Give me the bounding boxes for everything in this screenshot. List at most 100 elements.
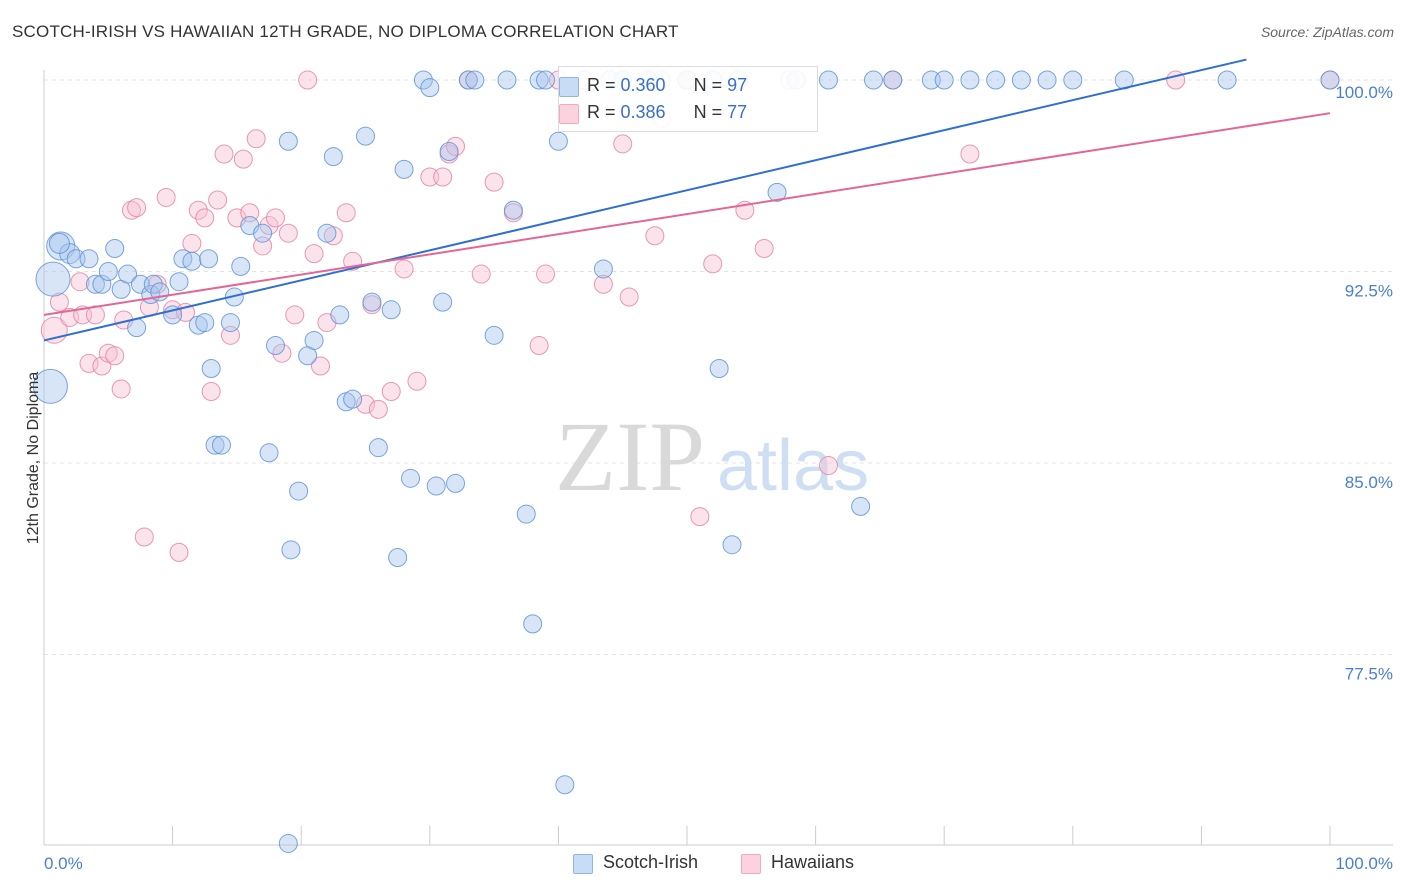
scotch-irish-point bbox=[413, 70, 433, 90]
scotch-irish-point bbox=[317, 223, 337, 243]
scotch-irish-point bbox=[98, 262, 118, 281]
scotch-irish-point bbox=[1011, 70, 1031, 90]
hawaiians-point bbox=[484, 172, 504, 192]
hawaiians-point bbox=[105, 346, 125, 366]
scotch-irish-point bbox=[394, 159, 414, 179]
hawaiians-point bbox=[233, 149, 253, 169]
scotch-irish-point bbox=[529, 70, 549, 90]
hawaiians-point bbox=[214, 144, 234, 164]
scotch-irish-point bbox=[497, 70, 517, 90]
scotch-irish-point bbox=[767, 182, 787, 202]
scotch-irish-point bbox=[368, 438, 388, 458]
scotch-irish-point bbox=[722, 535, 742, 555]
scotch-irish-point bbox=[105, 239, 125, 259]
hawaiians-point bbox=[49, 292, 69, 312]
scotch-irish-point bbox=[163, 305, 183, 325]
hawaiians-point bbox=[645, 226, 665, 246]
legend-r-label: R = bbox=[587, 75, 621, 95]
scotch-irish-point bbox=[201, 359, 221, 379]
y-tick-label: 77.5% bbox=[1345, 665, 1393, 684]
hawaiians-point bbox=[471, 264, 491, 284]
hawaiians-trend-line bbox=[43, 112, 1331, 316]
bottom-legend-label: Hawaiians bbox=[771, 852, 855, 872]
scotch-irish-point bbox=[265, 336, 285, 356]
scotch-irish-point bbox=[709, 359, 729, 379]
scotch-irish-point bbox=[278, 131, 298, 151]
legend-n-label: N = bbox=[693, 75, 728, 95]
scotch-irish-point bbox=[224, 287, 244, 307]
scotch-irish-point bbox=[593, 259, 613, 279]
scotch-irish-point bbox=[169, 272, 189, 292]
y-axis-label: 12th Grade, No Diploma bbox=[25, 372, 42, 545]
hawaiians-point bbox=[690, 507, 710, 527]
scotch-irish-point bbox=[401, 468, 421, 488]
scotch-irish-point bbox=[143, 274, 163, 294]
scotch-irish-point bbox=[195, 313, 215, 333]
scotch-irish-point bbox=[503, 200, 523, 220]
hawaiians-point bbox=[407, 371, 427, 391]
legend-r-value: 0.386 bbox=[620, 102, 666, 122]
hawaiians-point bbox=[536, 264, 556, 284]
watermark-zip: ZIP bbox=[555, 401, 705, 512]
y-tick-label: 92.5% bbox=[1345, 282, 1393, 301]
hawaiians-point bbox=[368, 399, 388, 419]
hawaiians-point bbox=[285, 305, 305, 325]
scotch-irish-point bbox=[883, 70, 903, 90]
hawaiians-point bbox=[310, 356, 330, 376]
hawaiians-point bbox=[127, 198, 147, 218]
hawaiians-point bbox=[246, 129, 266, 149]
scotch-irish-point bbox=[231, 256, 251, 276]
hawaiians-point bbox=[134, 527, 154, 547]
hawaiians-point bbox=[208, 190, 228, 210]
hawaiians-point bbox=[304, 244, 324, 264]
scotch-irish-point bbox=[536, 70, 556, 90]
hawaiians-point bbox=[259, 216, 279, 236]
scotch-irish-point bbox=[205, 435, 225, 455]
scotch-irish-point bbox=[458, 70, 478, 90]
scotch-irish-point bbox=[1037, 70, 1057, 90]
legend-row-hawaiians: R = 0.386 N = 77 bbox=[559, 102, 747, 124]
scotch-irish-point bbox=[362, 292, 382, 312]
scotch-irish-point bbox=[199, 249, 219, 269]
scotch-irish-point bbox=[323, 147, 343, 167]
hawaiians-point bbox=[529, 336, 549, 356]
x-tick-label-max: 100.0% bbox=[1335, 854, 1393, 873]
scotch-irish-point bbox=[46, 231, 76, 261]
legend-box: R = 0.360 N = 97 R = 0.386 N = 77 bbox=[558, 66, 818, 132]
legend-r-label: R = bbox=[587, 102, 621, 122]
legend-r-value: 0.360 bbox=[620, 75, 666, 95]
bottom-legend-label: Scotch-Irish bbox=[603, 852, 699, 872]
hawaiians-point bbox=[201, 382, 221, 402]
scotch-irish-point bbox=[818, 70, 838, 90]
hawaiians-point bbox=[265, 208, 285, 228]
scotch-irish-point bbox=[465, 70, 485, 90]
y-tick-label: 100.0% bbox=[1335, 83, 1393, 102]
hawaiians-point bbox=[298, 70, 318, 90]
hawaiians-point bbox=[381, 382, 401, 402]
scotch-irish-point bbox=[960, 70, 980, 90]
scotch-irish-point bbox=[381, 300, 401, 320]
hawaiians-point bbox=[433, 167, 453, 187]
scotch-irish-point bbox=[1217, 70, 1237, 90]
hawaiians-point bbox=[960, 144, 980, 164]
scotch-irish-point bbox=[934, 70, 954, 90]
hawaiians-point bbox=[613, 134, 633, 154]
x-tick-label-min: 0.0% bbox=[44, 854, 83, 873]
scotch-irish-point bbox=[35, 261, 71, 297]
scotch-irish-point bbox=[182, 251, 202, 271]
scotch-irish-point bbox=[330, 305, 350, 325]
hawaiians-point bbox=[356, 394, 375, 414]
watermark-atlas: atlas bbox=[717, 426, 869, 506]
legend-n-value: 97 bbox=[727, 75, 748, 95]
scotch-irish-point bbox=[548, 131, 568, 151]
bottom-legend-scotch-irish: Scotch-Irish bbox=[573, 852, 699, 874]
scotch-irish-point bbox=[555, 775, 575, 795]
hawaiians-point bbox=[121, 200, 141, 220]
scotch-irish-point bbox=[304, 330, 324, 350]
scotch-irish-point bbox=[259, 443, 279, 463]
scotch-irish-point bbox=[433, 292, 453, 312]
y-tick-label: 85.0% bbox=[1345, 473, 1393, 492]
hawaiians-point bbox=[156, 187, 176, 207]
hawaiians-point bbox=[195, 208, 215, 228]
